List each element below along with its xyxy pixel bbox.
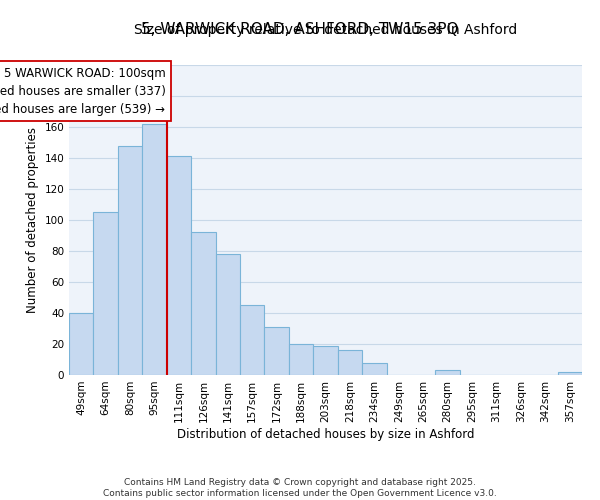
Title: Size of property relative to detached houses in Ashford: Size of property relative to detached ho… [134, 24, 517, 38]
Bar [191, 232, 215, 375]
X-axis label: Distribution of detached houses by size in Ashford: Distribution of detached houses by size … [177, 428, 474, 440]
Bar [436, 370, 460, 375]
Bar [167, 156, 191, 375]
Bar [313, 346, 338, 375]
Bar [69, 313, 94, 375]
Bar [338, 350, 362, 375]
Bar [557, 372, 582, 375]
Text: 5, WARWICK ROAD, ASHFORD, TW15 3PQ: 5, WARWICK ROAD, ASHFORD, TW15 3PQ [141, 22, 459, 38]
Bar [240, 305, 265, 375]
Text: Contains HM Land Registry data © Crown copyright and database right 2025.
Contai: Contains HM Land Registry data © Crown c… [103, 478, 497, 498]
Text: 5 WARWICK ROAD: 100sqm
← 38% of detached houses are smaller (337)
61% of semi-de: 5 WARWICK ROAD: 100sqm ← 38% of detached… [0, 66, 166, 116]
Bar [118, 146, 142, 375]
Bar [289, 344, 313, 375]
Y-axis label: Number of detached properties: Number of detached properties [26, 127, 39, 313]
Bar [94, 212, 118, 375]
Bar [362, 362, 386, 375]
Bar [142, 124, 167, 375]
Bar [265, 327, 289, 375]
Bar [215, 254, 240, 375]
